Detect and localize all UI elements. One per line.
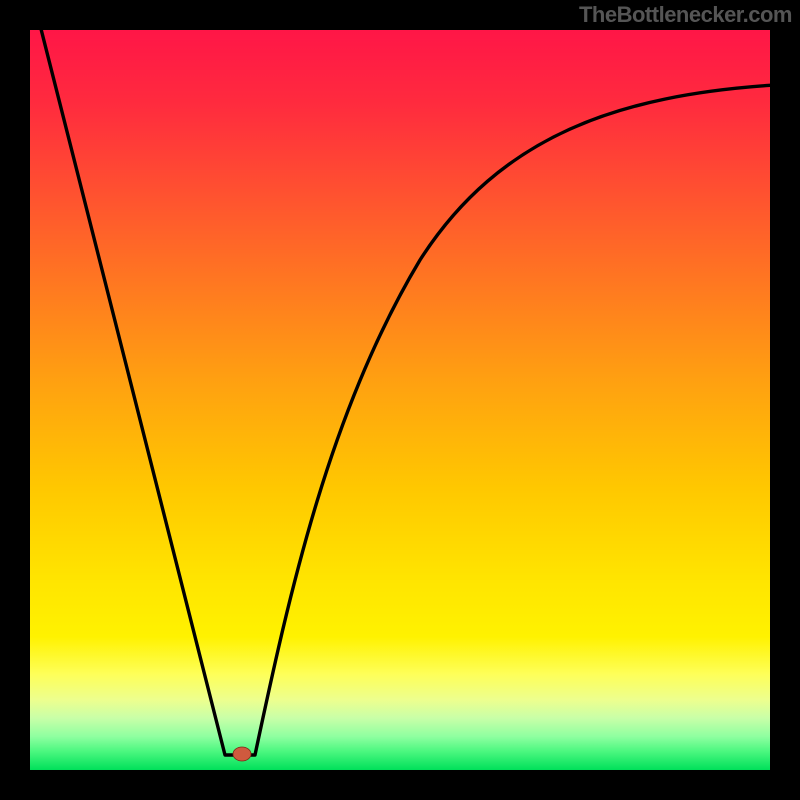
chart-container: TheBottlenecker.com [0,0,800,800]
gradient-background [30,30,770,770]
watermark-text: TheBottlenecker.com [579,2,792,28]
chart-svg [30,30,770,770]
chart-plot-area [30,30,770,770]
optimal-point-marker [233,747,251,761]
